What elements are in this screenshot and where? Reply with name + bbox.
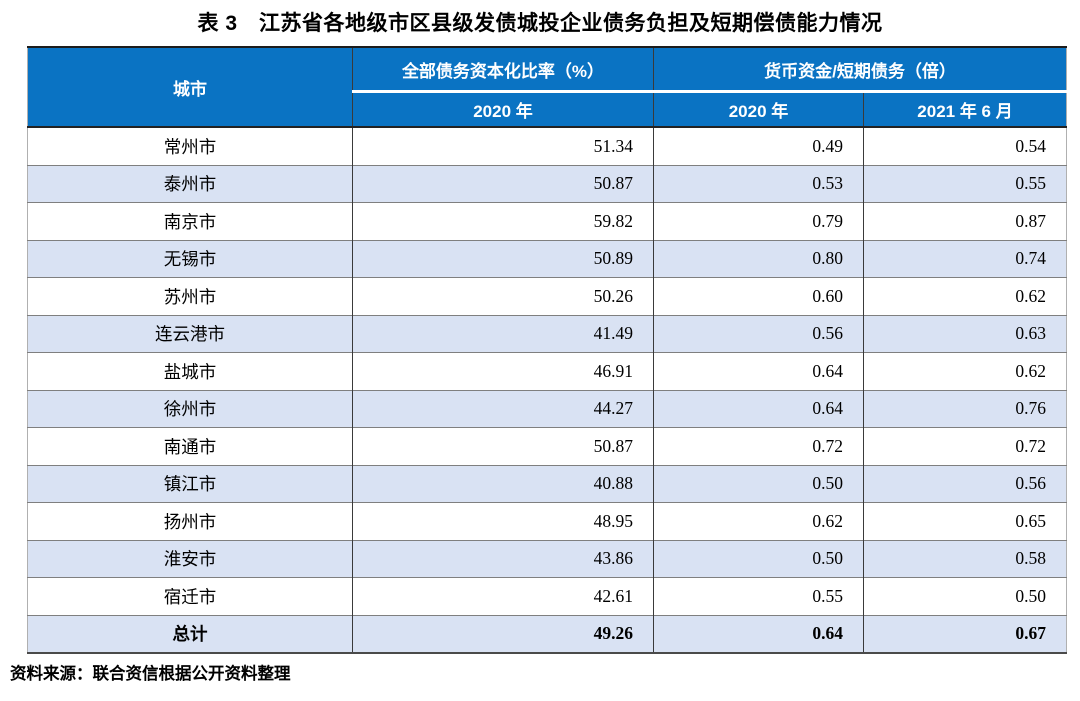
cash-ratio-2021-cell: 0.55: [862, 164, 1067, 203]
report-page: 表 3 江苏省各地级市区县级发债城投企业债务负担及短期偿债能力情况 城市 全部债…: [0, 7, 1080, 684]
table-row: 泰州市 50.87 0.53 0.55: [27, 164, 1067, 203]
table-row: 宿迁市 42.61 0.55 0.50: [27, 577, 1067, 615]
cash-ratio-2020-cell: 0.64: [653, 389, 864, 428]
table-row: 南京市 59.82 0.79 0.87: [27, 202, 1067, 240]
city-cell: 南京市: [27, 202, 353, 240]
cash-ratio-2021-cell: 0.76: [862, 389, 1067, 428]
debt-burden-table: 城市 全部债务资本化比率（%） 货币资金/短期债务（倍） 2020 年 2020…: [27, 46, 1068, 654]
debt-ratio-cell: 46.91: [352, 352, 654, 390]
cash-ratio-2021-cell: 0.62: [862, 277, 1067, 315]
table-title: 表 3 江苏省各地级市区县级发债城投企业债务负担及短期偿债能力情况: [197, 12, 883, 35]
cash-ratio-2020-cell: 0.53: [653, 164, 864, 203]
debt-ratio-cell: 44.27: [352, 389, 654, 428]
table-body: 常州市 51.34 0.49 0.54 泰州市 50.87 0.53 0.55 …: [27, 126, 1067, 653]
cash-ratio-2021-cell: 0.72: [862, 427, 1067, 465]
cash-ratio-2021-cell: 0.54: [862, 126, 1067, 165]
city-cell: 无锡市: [27, 239, 353, 278]
table-row: 镇江市 40.88 0.50 0.56: [27, 464, 1067, 503]
cash-ratio-2021-cell: 0.62: [862, 352, 1067, 390]
debt-ratio-cell: 43.86: [352, 539, 654, 578]
table-row: 扬州市 48.95 0.62 0.65: [27, 502, 1067, 540]
debt-ratio-cell: 41.49: [352, 314, 654, 353]
cash-ratio-2020-cell: 0.50: [653, 539, 864, 578]
col-subheader-cash-2020: 2020 年: [653, 91, 864, 127]
city-cell: 泰州市: [27, 164, 353, 203]
debt-ratio-cell: 50.89: [352, 239, 654, 278]
debt-ratio-cell: 50.26: [352, 277, 654, 315]
total-label-cell: 总计: [27, 614, 353, 653]
table-row: 连云港市 41.49 0.56 0.63: [27, 314, 1067, 353]
col-group-debt-capitalization-ratio: 全部债务资本化比率（%）: [352, 47, 654, 93]
cash-ratio-2021-cell: 0.74: [862, 239, 1067, 278]
cash-ratio-2021-cell: 0.65: [862, 502, 1067, 540]
table-row: 南通市 50.87 0.72 0.72: [27, 427, 1067, 465]
cash-ratio-2020-cell: 0.56: [653, 314, 864, 353]
cash-ratio-2021-cell: 0.63: [862, 314, 1067, 353]
debt-ratio-cell: 50.87: [352, 427, 654, 465]
col-group-cash-to-short-term-debt: 货币资金/短期债务（倍）: [652, 47, 1067, 93]
city-cell: 扬州市: [27, 502, 353, 540]
debt-ratio-cell: 48.95: [352, 502, 654, 540]
cash-ratio-2020-cell: 0.80: [653, 239, 864, 278]
table-header: 城市 全部债务资本化比率（%） 货币资金/短期债务（倍） 2020 年 2020…: [27, 47, 1067, 127]
cash-ratio-2020-cell: 0.62: [653, 502, 864, 540]
table-row: 苏州市 50.26 0.60 0.62: [27, 277, 1067, 315]
city-cell: 宿迁市: [27, 577, 353, 615]
table-row: 盐城市 46.91 0.64 0.62: [27, 352, 1067, 390]
total-cash-ratio-2020-cell: 0.64: [653, 614, 864, 653]
city-cell: 苏州市: [27, 277, 353, 315]
debt-ratio-cell: 50.87: [352, 164, 654, 203]
table-row: 淮安市 43.86 0.50 0.58: [27, 539, 1067, 578]
cash-ratio-2020-cell: 0.60: [653, 277, 864, 315]
cash-ratio-2020-cell: 0.64: [653, 352, 864, 390]
header-row-groups: 城市 全部债务资本化比率（%） 货币资金/短期债务（倍）: [27, 47, 1067, 127]
cash-ratio-2021-cell: 0.58: [862, 539, 1067, 578]
col-header-city: 城市: [27, 47, 353, 127]
debt-ratio-cell: 40.88: [352, 464, 654, 503]
city-cell: 常州市: [27, 126, 353, 165]
table-row: 徐州市 44.27 0.64 0.76: [27, 389, 1067, 428]
cash-ratio-2020-cell: 0.72: [653, 427, 864, 465]
city-cell: 徐州市: [27, 389, 353, 428]
cash-ratio-2021-cell: 0.87: [862, 202, 1067, 240]
debt-ratio-cell: 42.61: [352, 577, 654, 615]
total-cash-ratio-2021-cell: 0.67: [862, 614, 1067, 653]
cash-ratio-2020-cell: 0.79: [653, 202, 864, 240]
total-debt-ratio-cell: 49.26: [352, 614, 654, 653]
city-cell: 淮安市: [27, 539, 353, 578]
cash-ratio-2020-cell: 0.49: [653, 126, 864, 165]
header-row-subperiods: 2020 年 2020 年 2021 年 6 月: [28, 91, 1067, 127]
city-cell: 南通市: [27, 427, 353, 465]
col-subheader-cash-2021-06: 2021 年 6 月: [862, 91, 1067, 127]
table-total-row: 总计 49.26 0.64 0.67: [27, 614, 1067, 653]
cash-ratio-2021-cell: 0.50: [862, 577, 1067, 615]
cash-ratio-2020-cell: 0.55: [653, 577, 864, 615]
source-note: 资料来源：联合资信根据公开资料整理: [10, 664, 291, 683]
city-cell: 盐城市: [27, 352, 353, 390]
debt-ratio-cell: 59.82: [352, 202, 654, 240]
city-cell: 镇江市: [27, 464, 353, 503]
cash-ratio-2021-cell: 0.56: [862, 464, 1067, 503]
debt-ratio-cell: 51.34: [352, 126, 654, 165]
col-subheader-debt-2020: 2020 年: [352, 91, 654, 127]
table-row: 无锡市 50.89 0.80 0.74: [27, 239, 1067, 278]
table-row: 常州市 51.34 0.49 0.54: [27, 126, 1067, 165]
city-cell: 连云港市: [27, 314, 353, 353]
cash-ratio-2020-cell: 0.50: [653, 464, 864, 503]
